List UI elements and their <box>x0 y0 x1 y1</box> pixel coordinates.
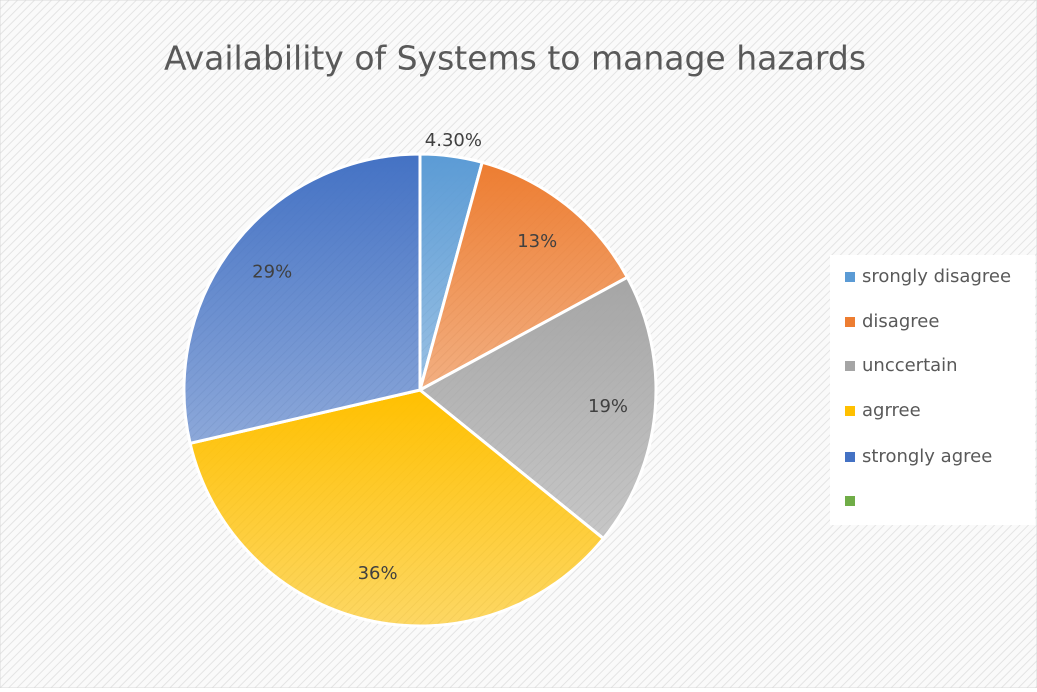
data-label: 13% <box>517 231 557 252</box>
data-label: 29% <box>252 262 292 283</box>
legend-marker <box>845 272 855 282</box>
data-label: 36% <box>358 563 398 584</box>
legend-label: unccertain <box>862 355 958 376</box>
legend-label: agrree <box>862 400 921 421</box>
legend-marker <box>845 361 855 371</box>
legend-marker <box>845 452 855 462</box>
data-label: 19% <box>588 396 628 417</box>
legend-label: srongly disagree <box>862 266 1011 287</box>
legend-marker <box>845 406 855 416</box>
chart-title: Availability of Systems to manage hazard… <box>164 39 866 78</box>
pie-slice <box>182 152 422 446</box>
legend-label: strongly agree <box>862 446 992 467</box>
pie-slice <box>417 275 658 541</box>
pie-slice <box>417 160 630 393</box>
pie-slice <box>188 388 606 628</box>
data-label: 4.30% <box>425 130 482 151</box>
legend-marker <box>845 496 855 506</box>
legend-marker <box>845 317 855 327</box>
legend-label: disagree <box>862 311 939 332</box>
legend-box <box>830 255 1035 525</box>
